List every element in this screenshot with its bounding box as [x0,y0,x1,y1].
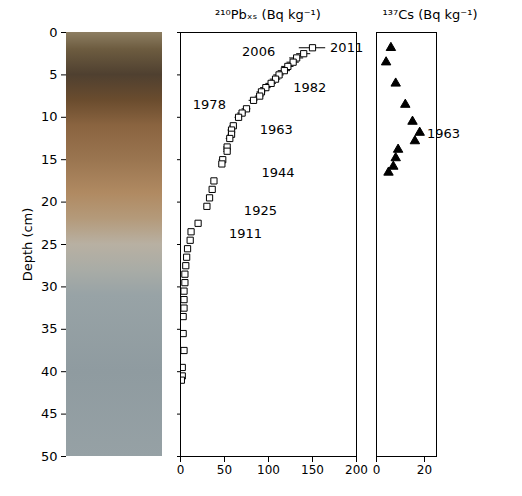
svg-text:100: 100 [257,463,280,477]
svg-text:1982: 1982 [293,80,326,95]
svg-text:15: 15 [41,152,58,167]
svg-text:0: 0 [373,463,381,477]
svg-text:1963: 1963 [260,122,293,137]
svg-text:1944: 1944 [261,165,294,180]
svg-text:50: 50 [41,449,58,464]
svg-text:0: 0 [177,463,185,477]
svg-text:30: 30 [41,279,58,294]
svg-text:20: 20 [41,194,58,209]
svg-text:45: 45 [41,406,58,421]
svg-text:1963: 1963 [427,126,460,141]
svg-text:2006: 2006 [242,44,275,59]
svg-text:0: 0 [49,25,57,40]
svg-text:40: 40 [41,364,58,379]
svg-text:5: 5 [49,67,57,82]
html-text:¹³⁷Cs (Bq kg⁻¹): ¹³⁷Cs (Bq kg⁻¹) [382,7,478,22]
svg-text:10: 10 [41,109,58,124]
svg-text:200: 200 [345,463,368,477]
svg-text:35: 35 [41,321,58,336]
svg-text:20: 20 [417,463,432,477]
svg-text:Depth (cm): Depth (cm) [20,208,35,282]
svg-text:50: 50 [217,463,232,477]
html-text:²¹⁰Pbₓₛ (Bq kg⁻¹): ²¹⁰Pbₓₛ (Bq kg⁻¹) [215,7,321,22]
svg-text:1925: 1925 [244,203,277,218]
svg-text:1978: 1978 [193,97,226,112]
svg-text:25: 25 [41,237,58,252]
svg-text:150: 150 [301,463,324,477]
svg-text:2011: 2011 [330,40,363,55]
svg-text:1911: 1911 [229,226,262,241]
